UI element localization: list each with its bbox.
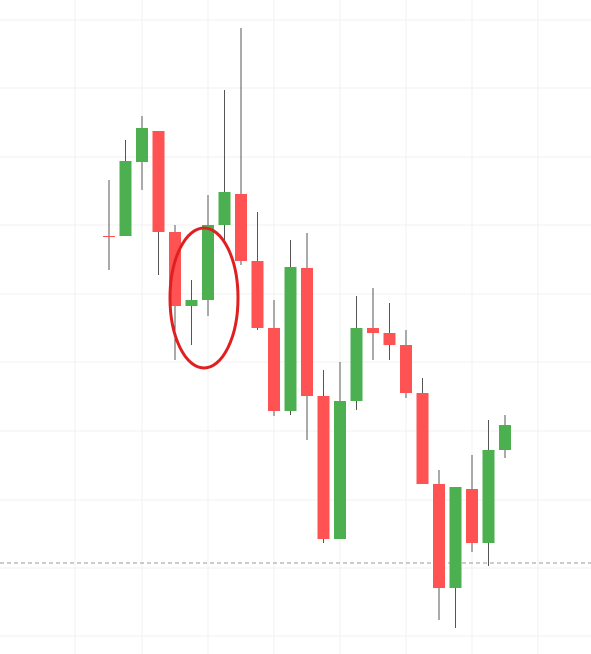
candle-body [433, 484, 445, 588]
candle-body [185, 300, 198, 306]
candle-body [136, 128, 148, 162]
candle-body [317, 396, 330, 539]
candle-body [103, 236, 115, 237]
candle-body [482, 450, 495, 543]
candle-body [383, 333, 396, 345]
candle-body [301, 268, 313, 396]
candle-body [400, 345, 412, 393]
candle-body [119, 161, 132, 236]
candle-body [235, 194, 247, 261]
candle-body [350, 328, 363, 401]
candle-body [218, 192, 231, 225]
candle-body [449, 487, 462, 588]
annotation-circle [168, 226, 240, 370]
candle-body [251, 261, 264, 328]
candle-body [499, 425, 511, 450]
candle-body [152, 131, 165, 232]
candle-body [284, 267, 297, 411]
candle-body [466, 489, 478, 543]
candle-body [268, 328, 280, 411]
candle-body [416, 393, 429, 484]
candles [103, 28, 511, 628]
candle-body [367, 328, 379, 333]
candle-body [334, 401, 346, 539]
candle-body [202, 225, 214, 300]
